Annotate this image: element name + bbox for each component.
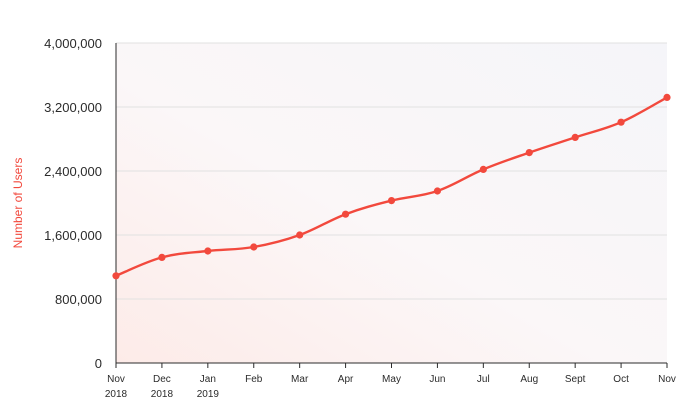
x-tick-label: Feb	[245, 374, 263, 385]
x-tick-label: Oct	[613, 374, 629, 385]
data-point	[479, 165, 487, 173]
x-axis-ticks: Nov 2018 Dec 2018 Jan 2019 Feb Mar Apr May Jun Jul A…	[105, 363, 676, 400]
x-tick-label: Apr	[338, 374, 354, 385]
data-point	[204, 247, 212, 255]
y-axis-label: Number of Users	[11, 158, 25, 249]
x-tick-label: Aug	[520, 374, 538, 385]
y-tick-label: 2,400,000	[44, 164, 102, 179]
x-tick-label: Jan 2019	[197, 374, 220, 400]
y-tick-label: 4,000,000	[44, 36, 102, 51]
x-tick-label: Sept	[565, 374, 586, 385]
data-point	[571, 133, 579, 141]
data-point	[250, 243, 258, 251]
data-point	[158, 253, 166, 261]
x-tick-label: Nov	[658, 374, 676, 385]
x-tick-label: Jun	[429, 374, 445, 385]
data-point	[663, 93, 671, 101]
data-point	[525, 149, 533, 157]
y-axis-ticks: 0 800,000 1,600,000 2,400,000 3,200,000 4,000…	[44, 36, 102, 371]
data-point	[296, 231, 304, 239]
data-point	[387, 197, 396, 205]
data-point	[112, 272, 120, 280]
data-point	[617, 118, 625, 126]
data-point	[433, 187, 442, 195]
x-tick-label: Dec 2018	[151, 374, 174, 400]
data-points	[112, 93, 671, 280]
y-tick-label: 800,000	[55, 292, 102, 307]
x-tick-label: Jul	[477, 374, 490, 385]
y-tick-label: 3,200,000	[44, 100, 102, 115]
x-tick-label: Mar	[291, 374, 309, 385]
data-point	[341, 210, 350, 218]
x-tick-label: May	[382, 374, 401, 385]
x-tick-label: Nov 2018	[105, 374, 128, 400]
gridlines	[116, 42, 667, 300]
y-tick-label: 0	[95, 356, 102, 371]
y-tick-label: 1,600,000	[44, 228, 102, 243]
